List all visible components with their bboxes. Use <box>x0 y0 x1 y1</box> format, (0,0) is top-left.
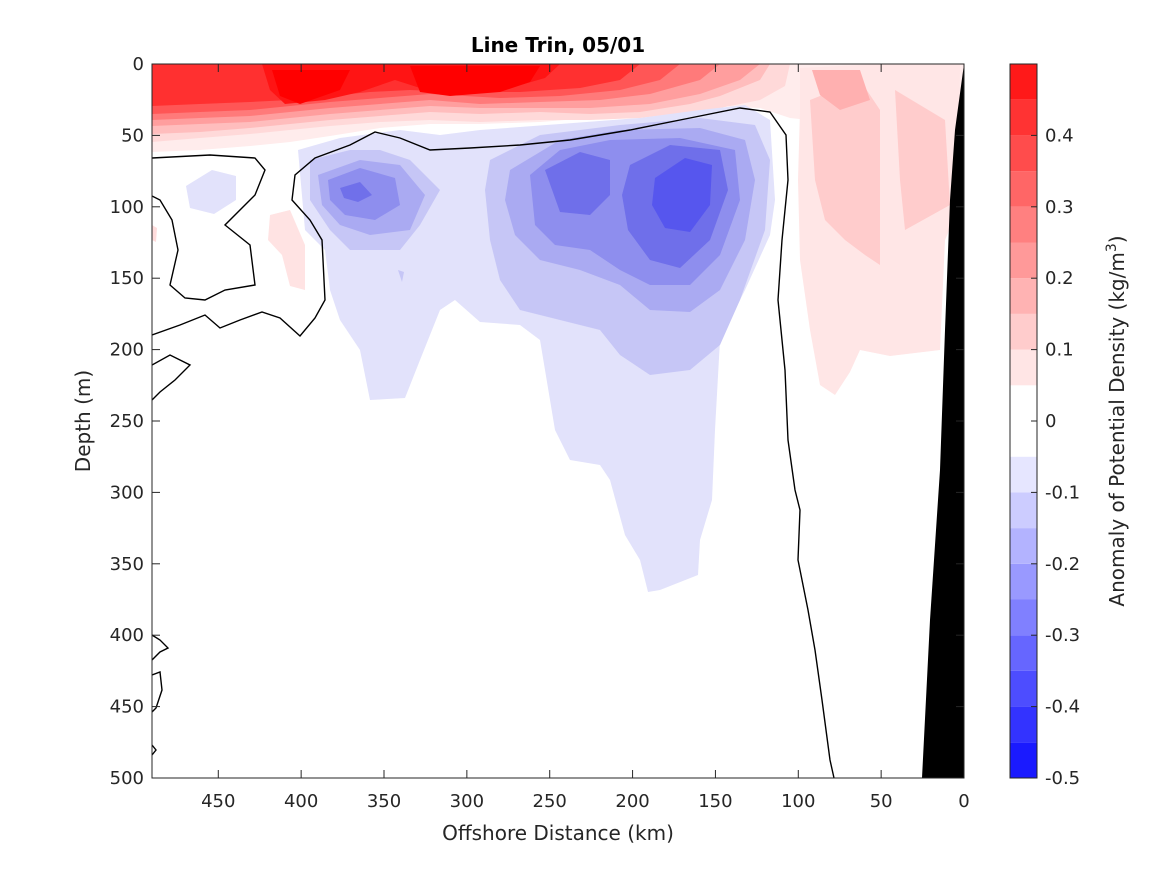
colorbar-segment <box>1010 99 1037 136</box>
colorbar-tick-label: 0.4 <box>1045 125 1074 146</box>
colorbar-segment <box>1010 742 1037 778</box>
x-axis: 450 400 350 300 250 200 150 100 50 0 <box>201 64 970 812</box>
colorbar-segment <box>1010 64 1037 100</box>
y-tick-label: 0 <box>133 54 144 75</box>
y-tick-label: 150 <box>110 268 144 289</box>
x-tick-label: 300 <box>450 791 484 812</box>
colorbar-segment <box>1010 635 1037 671</box>
x-tick-label: 400 <box>284 791 318 812</box>
colorbar-tick-label: -0.5 <box>1045 768 1080 789</box>
colorbar-segment <box>1010 456 1037 493</box>
x-tick-label: 250 <box>533 791 567 812</box>
x-tick-label: 450 <box>201 791 235 812</box>
chart-title: Line Trin, 05/01 <box>471 33 645 57</box>
west-positive-patch <box>268 210 305 290</box>
colorbar-tick-label: 0.3 <box>1045 197 1074 218</box>
y-axis: 0 50 100 150 200 250 300 350 400 450 500 <box>110 54 964 789</box>
nearshore-band-0.1b <box>895 90 950 230</box>
colorbar-tick-label: -0.1 <box>1045 482 1080 503</box>
y-tick-label: 400 <box>110 625 144 646</box>
colorbar-label-superscript: 3 <box>1104 243 1120 252</box>
y-tick-label: 250 <box>110 411 144 432</box>
y-tick-label: 300 <box>110 482 144 503</box>
colorbar-segment <box>1010 599 1037 636</box>
y-tick-label: 450 <box>110 697 144 718</box>
x-tick-label: 100 <box>781 791 815 812</box>
x-tick-label: 0 <box>958 791 969 812</box>
x-tick-label: 50 <box>870 791 893 812</box>
colorbar-label: Anomaly of Potential Density (kg/m3) <box>1104 235 1129 606</box>
colorbar-segment <box>1010 706 1037 743</box>
negative-band-0.25-a <box>545 152 610 215</box>
x-axis-label: Offshore Distance (km) <box>442 821 674 845</box>
colorbar-segment <box>1010 313 1037 350</box>
colorbar-tick-label: -0.3 <box>1045 625 1080 646</box>
zero-contours <box>152 107 835 778</box>
negative-band-0.3 <box>652 158 712 232</box>
colorbar-segment <box>1010 206 1037 243</box>
colorbar-label-text: Anomaly of Potential Density (kg/m <box>1105 252 1129 606</box>
colorbar: 0.4 0.3 0.2 0.1 0 -0.1 -0.2 -0.3 -0.4 -0.5 <box>1009 63 1080 789</box>
nearshore-band-0.1 <box>810 80 880 265</box>
nearshore-band-0.15 <box>812 70 870 110</box>
west-negative-patch <box>186 170 236 214</box>
colorbar-segment <box>1010 349 1037 386</box>
contour-fill <box>152 64 964 778</box>
colorbar-segment <box>1010 242 1037 279</box>
y-tick-label: 350 <box>110 554 144 575</box>
colorbar-tick-label: -0.2 <box>1045 554 1080 575</box>
colorbar-segment <box>1010 563 1037 600</box>
colorbar-tick-label: 0.1 <box>1045 340 1074 361</box>
tiny-negative-patch <box>398 270 404 282</box>
edge-positive-patch <box>152 225 157 242</box>
colorbar-segment <box>1010 385 1037 421</box>
bathymetry <box>922 64 964 778</box>
colorbar-segment <box>1010 492 1037 529</box>
colorbar-segment <box>1010 421 1037 457</box>
colorbar-label-suffix: ) <box>1105 235 1129 243</box>
x-tick-label: 200 <box>615 791 649 812</box>
x-tick-label: 350 <box>367 791 401 812</box>
y-axis-label: Depth (m) <box>71 370 95 472</box>
colorbar-segment <box>1010 670 1037 707</box>
y-tick-label: 500 <box>110 768 144 789</box>
negative-core-west <box>340 182 372 202</box>
colorbar-segment <box>1010 135 1037 172</box>
colorbar-tick-label: 0.2 <box>1045 268 1074 289</box>
x-tick-label: 150 <box>698 791 732 812</box>
colorbar-tick-label: -0.4 <box>1045 697 1080 718</box>
y-tick-label: 200 <box>110 340 144 361</box>
y-tick-label: 50 <box>121 125 144 146</box>
y-tick-label: 100 <box>110 197 144 218</box>
surface-band-0.45 <box>272 66 540 104</box>
colorbar-tick-label: 0 <box>1045 411 1056 432</box>
colorbar-segment <box>1010 528 1037 564</box>
colorbar-segment <box>1010 278 1037 314</box>
colorbar-segment <box>1010 171 1037 207</box>
